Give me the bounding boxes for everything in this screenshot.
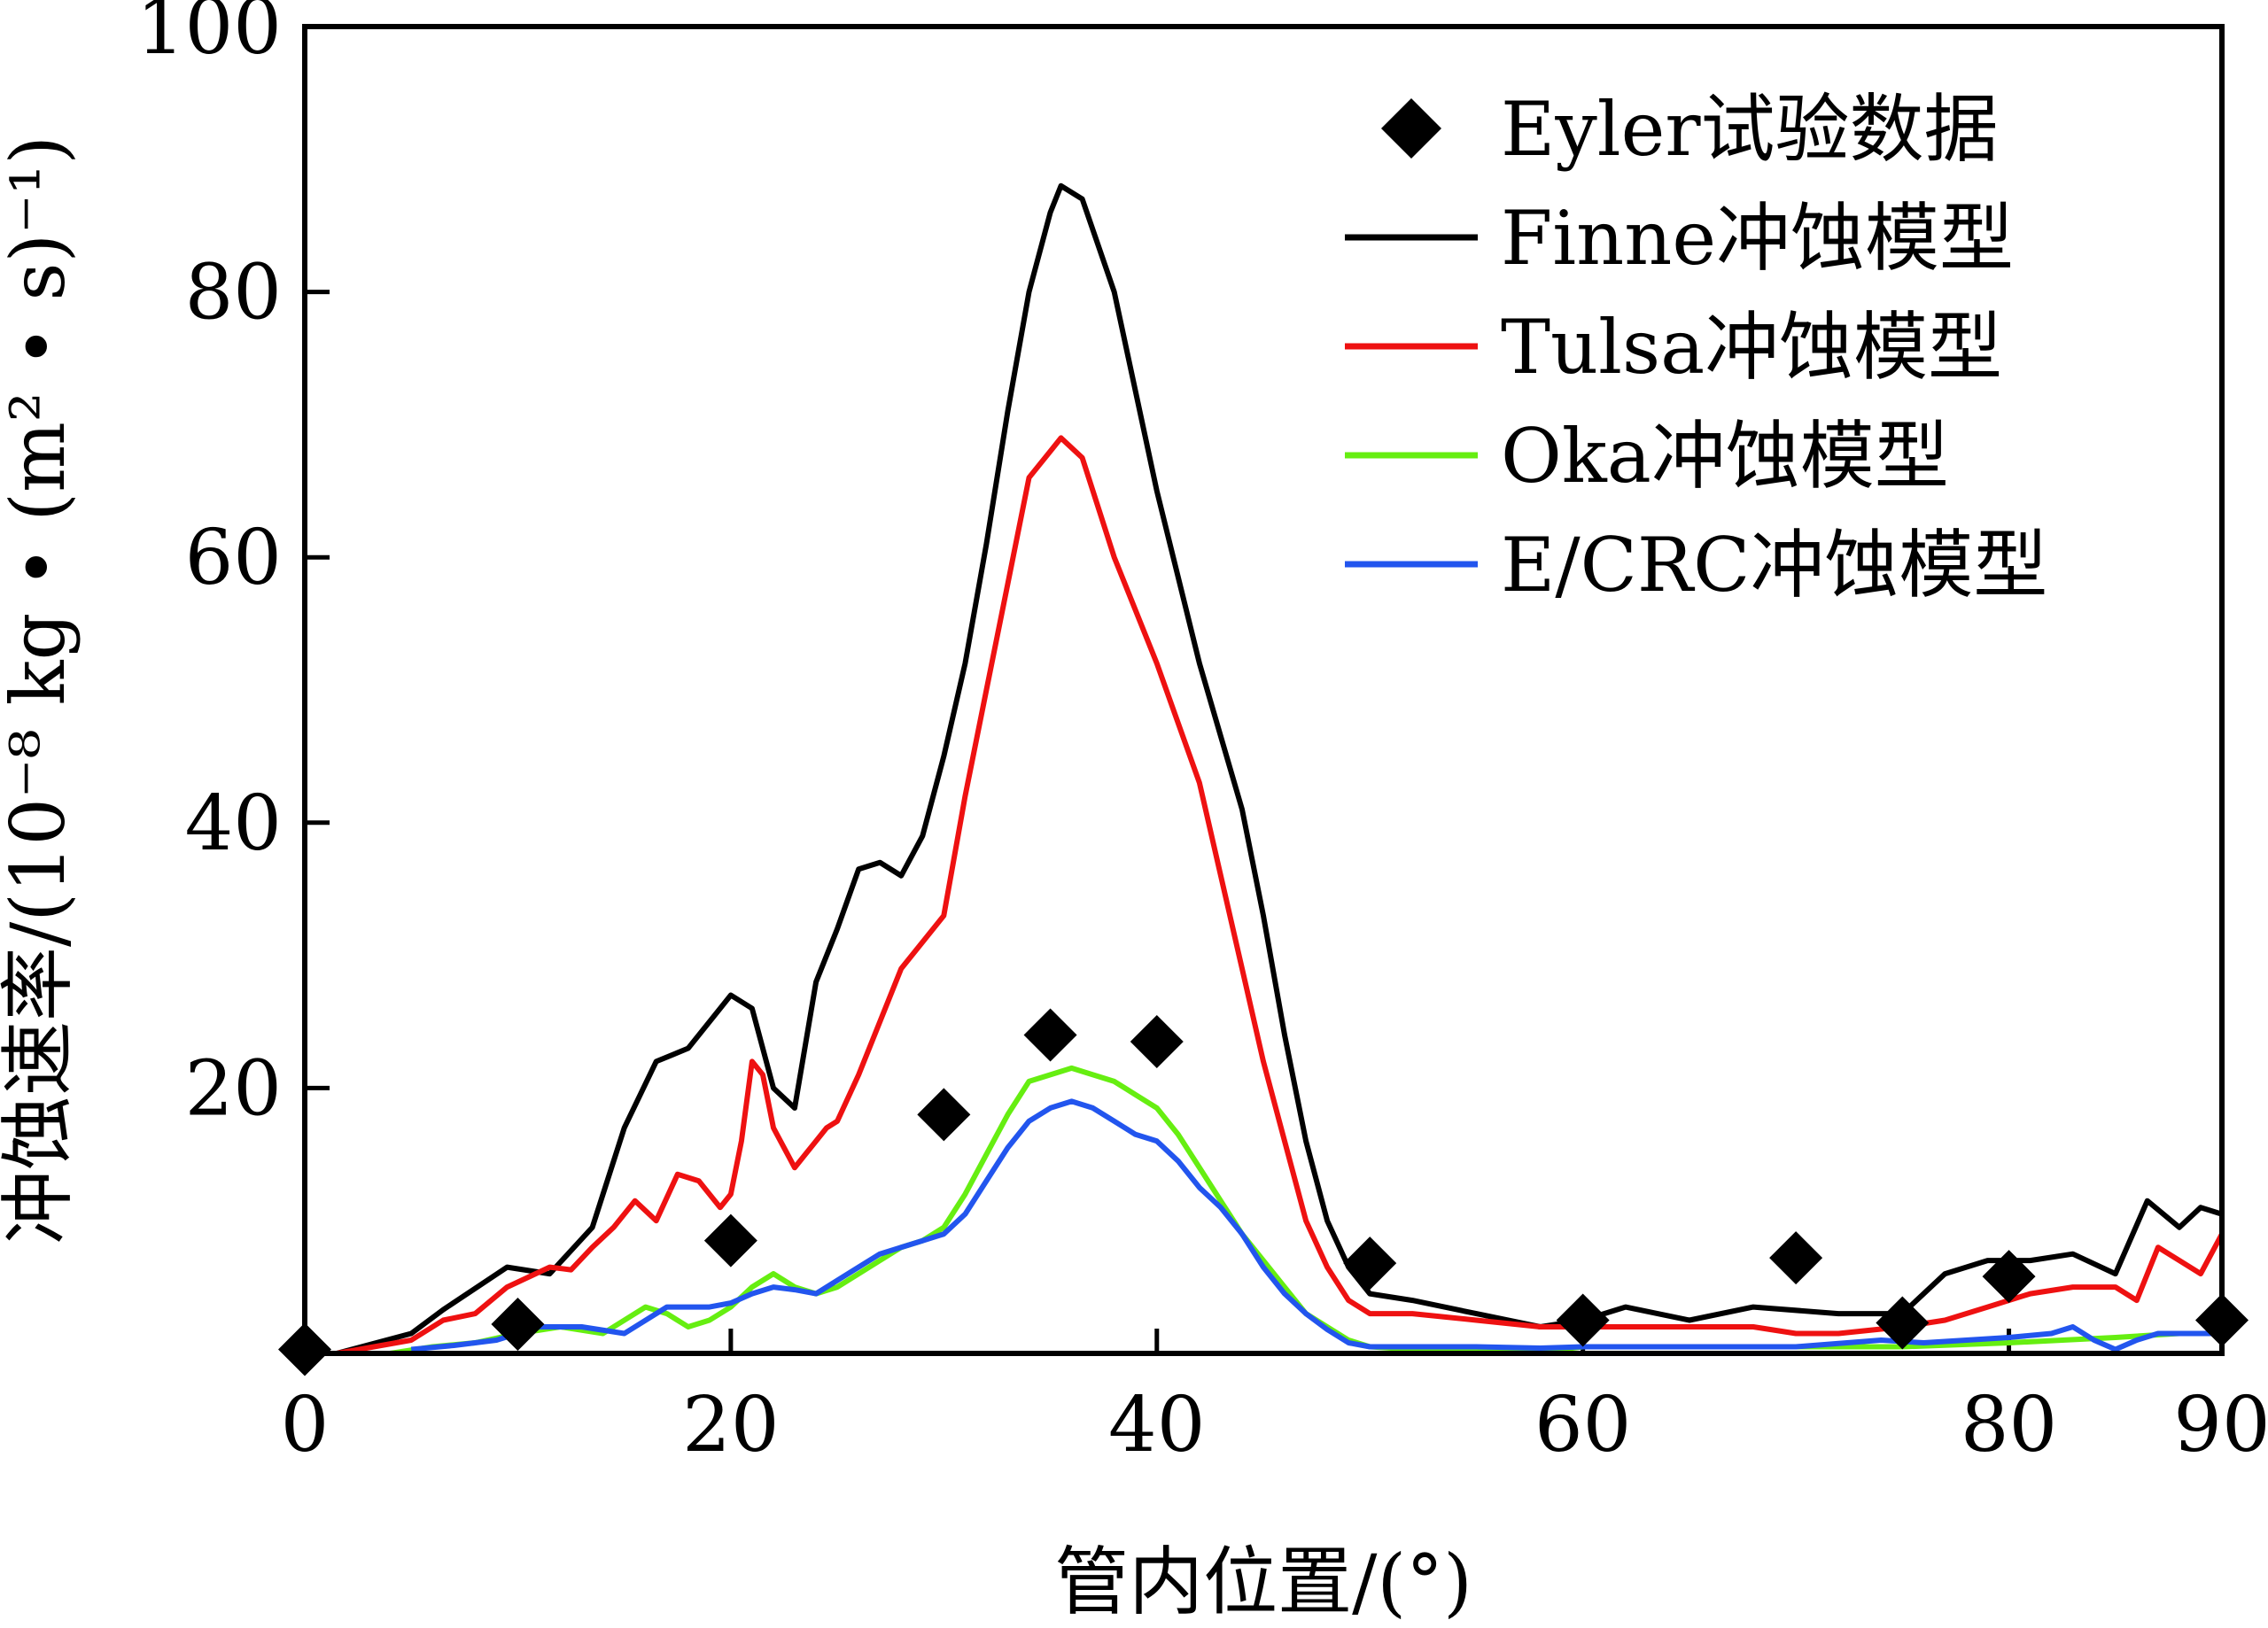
experimental-markers bbox=[278, 1008, 2249, 1376]
x-tick-label: 80 bbox=[1961, 1381, 2057, 1469]
x-tick-label: 90 bbox=[2173, 1381, 2268, 1469]
legend-label: Oka冲蚀模型 bbox=[1501, 413, 1949, 500]
legend-label: Tulsa冲蚀模型 bbox=[1501, 304, 2002, 391]
legend-label: E/CRC冲蚀模型 bbox=[1501, 522, 2047, 609]
y-tick-label: 20 bbox=[185, 1044, 282, 1133]
data-point-marker bbox=[491, 1298, 545, 1352]
data-point-marker bbox=[1982, 1250, 2036, 1304]
x-tick-label: 40 bbox=[1108, 1381, 1205, 1469]
y-tick-label: 100 bbox=[136, 0, 282, 72]
x-tick-label: 60 bbox=[1534, 1381, 1631, 1469]
data-point-marker bbox=[1023, 1008, 1077, 1062]
x-axis-title: 管内位置/(°) bbox=[1054, 1539, 1472, 1625]
data-point-marker bbox=[1130, 1014, 1184, 1068]
y-tick-label: 80 bbox=[185, 249, 282, 337]
legend-marker bbox=[1381, 98, 1441, 159]
series-line bbox=[410, 1098, 2222, 1353]
legend-label: Finne冲蚀模型 bbox=[1501, 195, 2014, 282]
data-point-marker bbox=[1769, 1231, 1823, 1285]
legend: Eyler试验数据 Finne冲蚀模型 Tulsa冲蚀模型 Oka冲蚀模型 E/CRC冲… bbox=[1345, 86, 2047, 609]
data-point-marker bbox=[703, 1213, 757, 1268]
x-tick-label: 20 bbox=[682, 1381, 779, 1469]
plot-frame bbox=[302, 24, 2225, 1356]
data-point-marker bbox=[1343, 1237, 1397, 1291]
data-point-marker bbox=[1556, 1293, 1610, 1347]
data-point-marker bbox=[1876, 1296, 1930, 1350]
axes: 0 20 40 60 80 90 20 40 60 80 100 bbox=[136, 0, 2268, 1469]
y-axis-title: 冲蚀速率/(10⁻⁸ kg • (m² • s)⁻¹) bbox=[0, 136, 82, 1244]
x-tick-label: 0 bbox=[281, 1381, 330, 1469]
data-point-marker bbox=[917, 1088, 971, 1142]
series-line bbox=[336, 182, 2223, 1356]
legend-label: Eyler试验数据 bbox=[1501, 86, 1999, 173]
y-tick-label: 60 bbox=[185, 514, 282, 602]
y-tick-label: 40 bbox=[185, 779, 282, 868]
series-line bbox=[336, 435, 2225, 1356]
